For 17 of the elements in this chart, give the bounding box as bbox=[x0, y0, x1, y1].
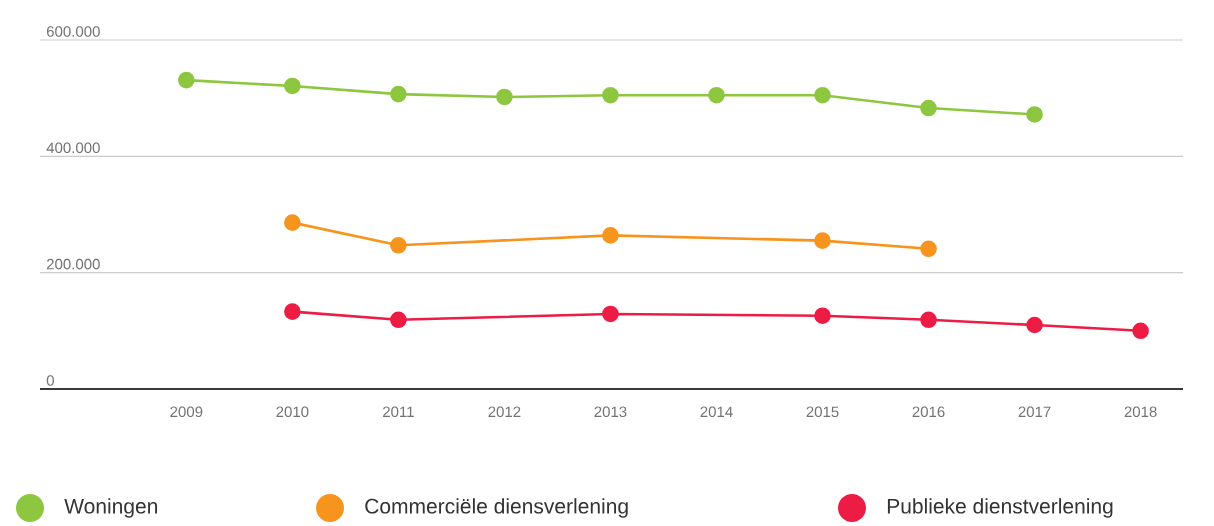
x-tick-label: 2010 bbox=[276, 406, 309, 418]
x-tick-label: 2017 bbox=[1018, 406, 1051, 418]
x-tick-label: 2009 bbox=[170, 406, 203, 418]
legend-label: Woningen bbox=[64, 498, 158, 518]
legend-label: Publieke dienstverlening bbox=[887, 498, 1113, 518]
x-tick-label: 2012 bbox=[488, 406, 521, 418]
x-tick-label: 2016 bbox=[912, 406, 945, 418]
x-tick-label: 2013 bbox=[594, 406, 627, 418]
x-tick-label: 2015 bbox=[806, 406, 839, 418]
x-tick-label: 2011 bbox=[383, 406, 414, 418]
y-tick-label: 400.000 bbox=[46, 142, 100, 154]
legend-label: Commerciële diensverlening bbox=[365, 498, 628, 518]
y-tick-label: 200.000 bbox=[46, 258, 100, 270]
y-tick-label: 0 bbox=[46, 375, 54, 386]
y-tick-label: 600.000 bbox=[46, 26, 100, 37]
x-tick-label: 2018 bbox=[1124, 406, 1157, 418]
x-tick-label: 2014 bbox=[700, 406, 733, 418]
